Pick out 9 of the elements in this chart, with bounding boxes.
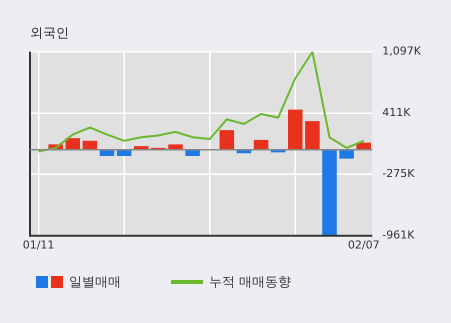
y-tick-label: -275K: [382, 167, 416, 180]
chart-title: 외국인: [30, 26, 69, 42]
y-tick-label: 1,097K: [382, 44, 422, 58]
y-tick-label: -961K: [382, 228, 416, 242]
y-tick-label: 411K: [382, 106, 412, 119]
legend-label: 일별매매: [69, 274, 121, 291]
legend-label: 누적 매매동향: [209, 274, 292, 291]
x-tick-label: 01/11: [22, 238, 54, 252]
x-tick-label: 02/07: [348, 238, 380, 252]
